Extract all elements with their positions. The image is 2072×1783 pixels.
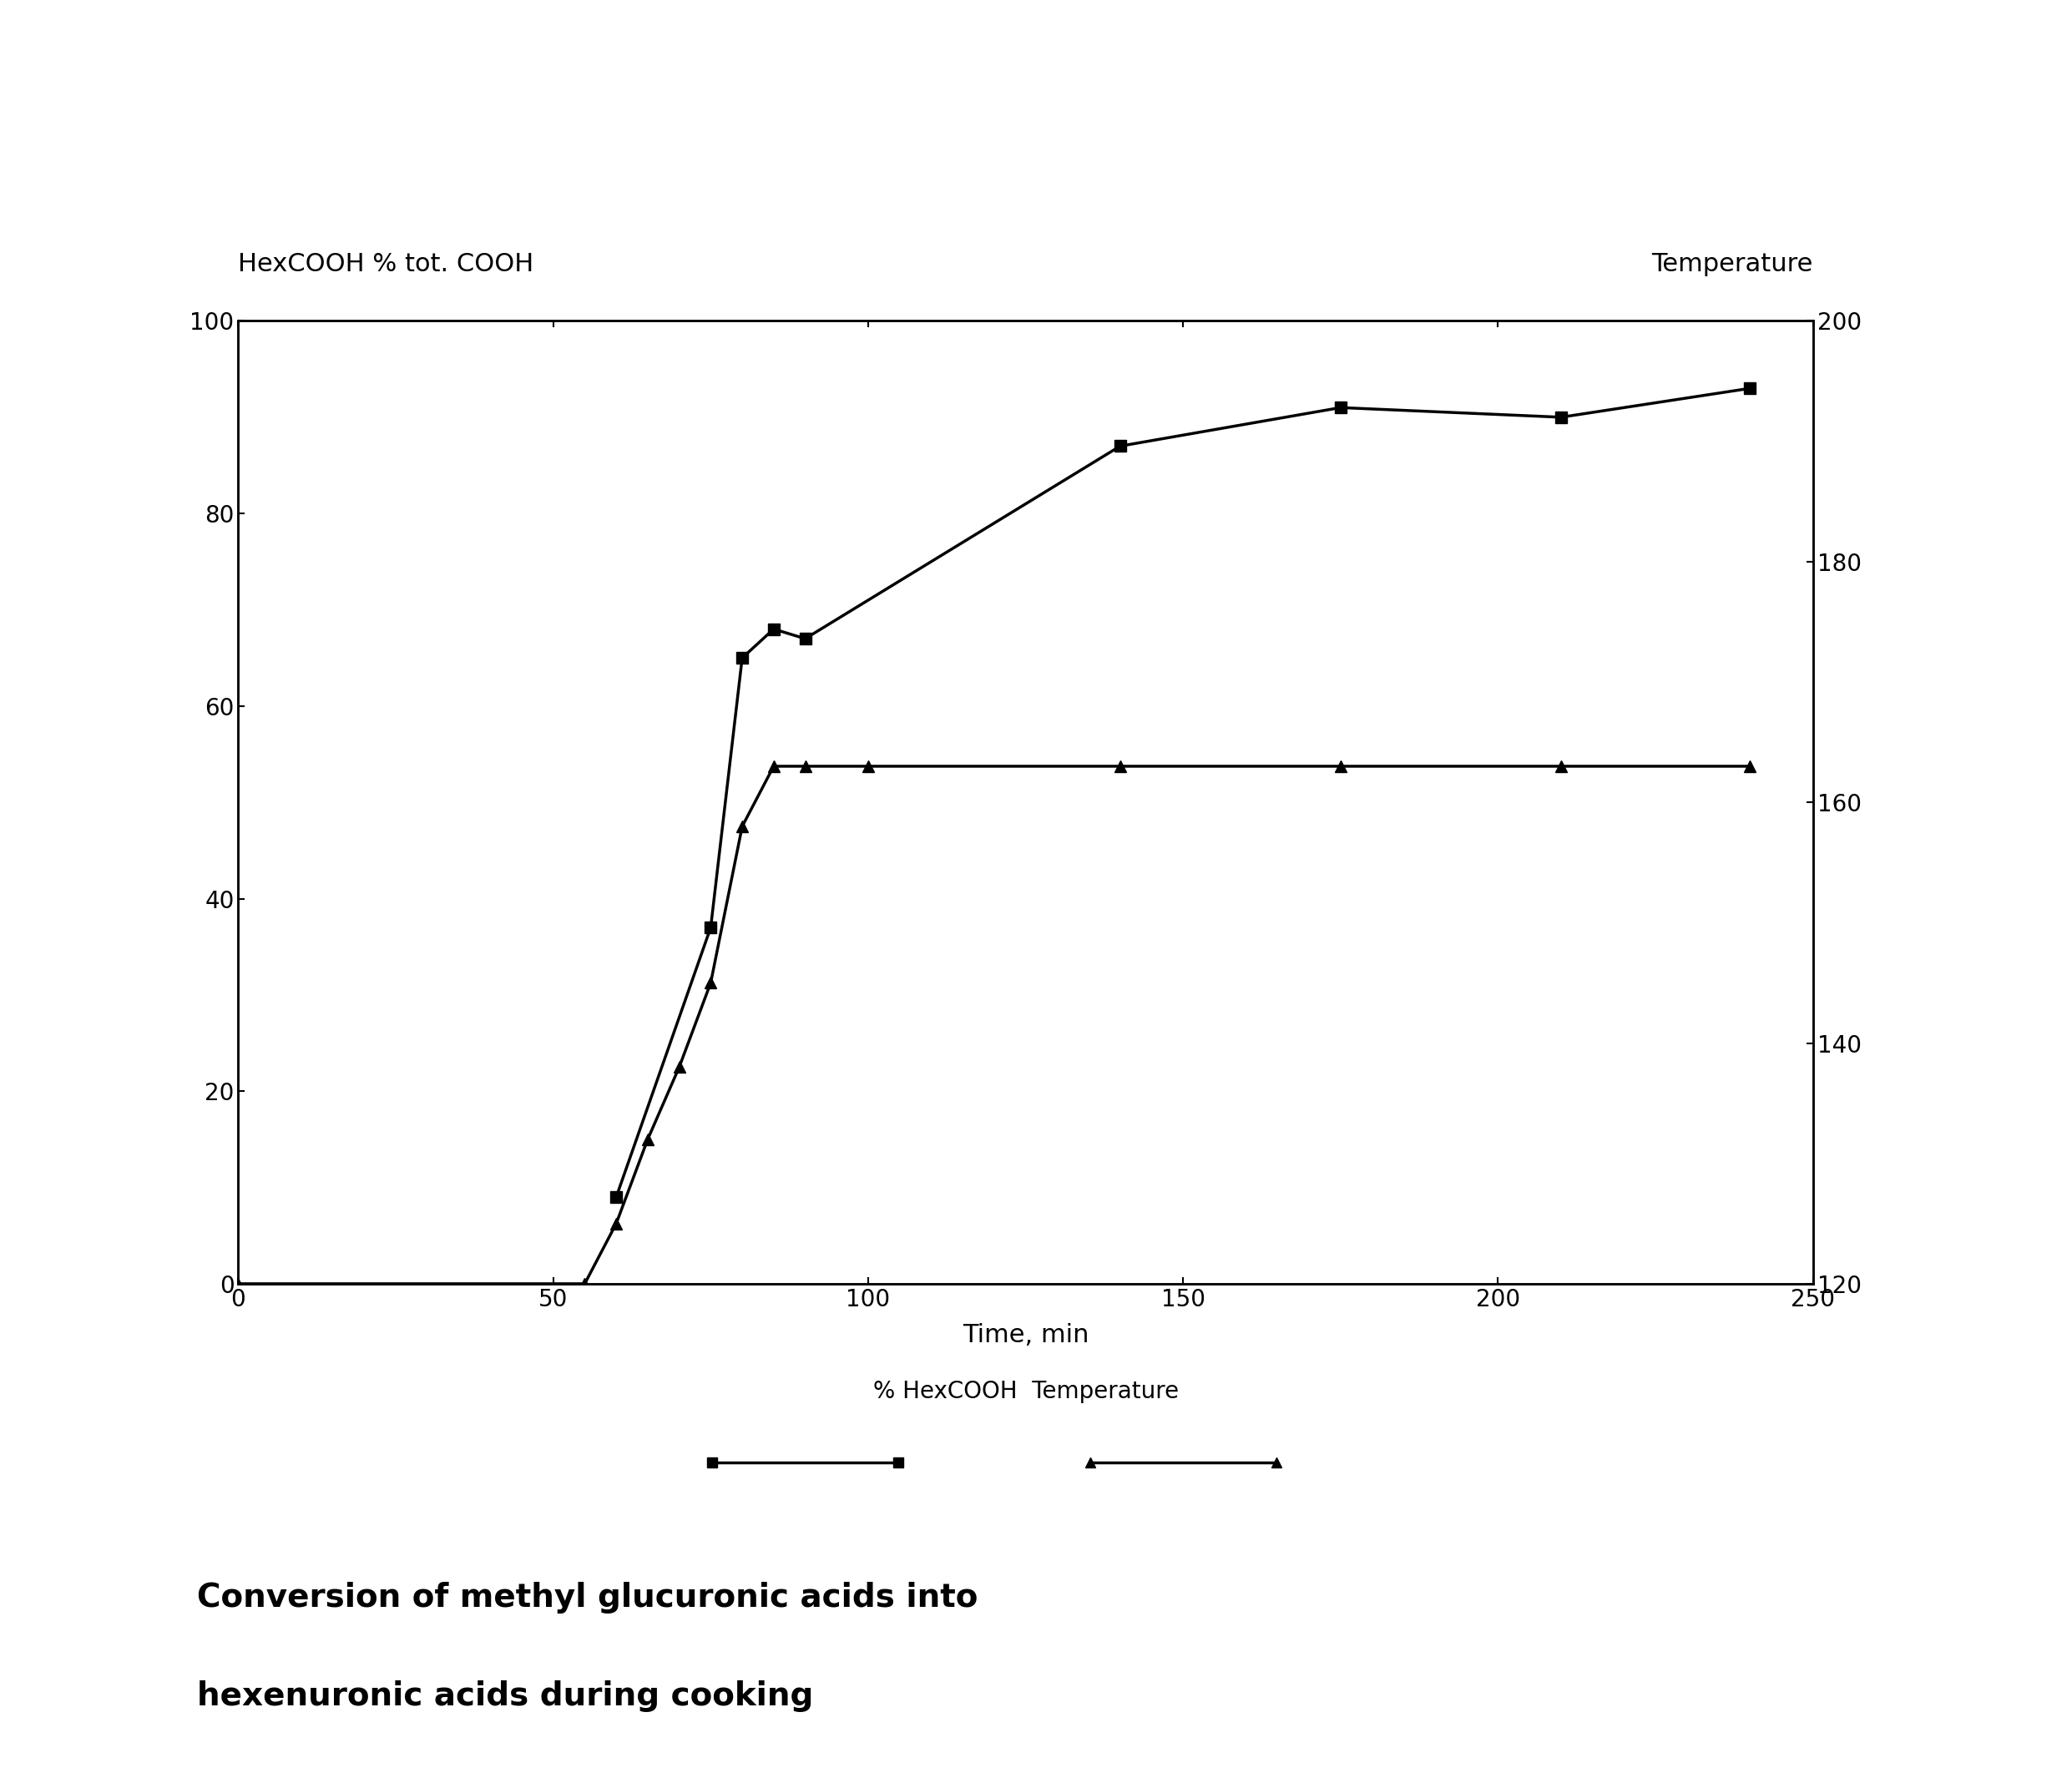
Text: HexCOOH % tot. COOH: HexCOOH % tot. COOH: [238, 251, 535, 276]
X-axis label: Time, min: Time, min: [961, 1323, 1090, 1346]
Text: % HexCOOH  Temperature: % HexCOOH Temperature: [872, 1380, 1179, 1403]
Text: Conversion of methyl glucuronic acids into: Conversion of methyl glucuronic acids in…: [197, 1582, 978, 1614]
Text: Temperature: Temperature: [1651, 251, 1813, 276]
Text: hexenuronic acids during cooking: hexenuronic acids during cooking: [197, 1680, 812, 1712]
